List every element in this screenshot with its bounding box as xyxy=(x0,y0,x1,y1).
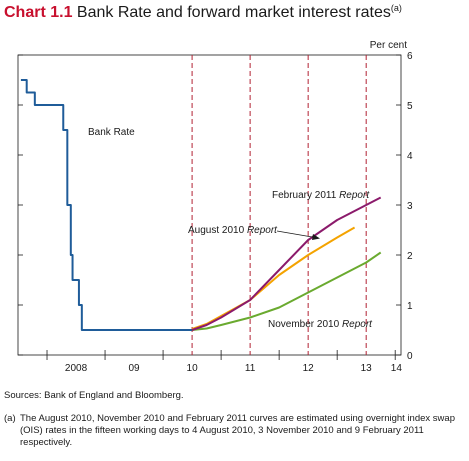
series-line-august-2010-report xyxy=(191,226,356,330)
x-tick-label-1: 09 xyxy=(128,363,140,374)
series-line-november-2010-report xyxy=(191,251,382,331)
series-lines xyxy=(20,79,382,331)
label-february-2011: February 2011 Report xyxy=(272,190,370,201)
plot-area xyxy=(17,54,402,356)
x-tick-label-6: 14 xyxy=(391,363,403,374)
series-line-february-2011-report xyxy=(191,196,382,331)
label-november-2010: November 2010 Report xyxy=(268,319,373,330)
august-label-pointer xyxy=(276,230,319,239)
x-tick-label-4: 12 xyxy=(303,363,315,374)
y-tick-label-4: 4 xyxy=(407,151,413,162)
footnote-text: The August 2010, November 2010 and Febru… xyxy=(20,413,455,448)
x-tick-label-5: 13 xyxy=(361,363,373,374)
x-tick-label-2: 10 xyxy=(187,363,199,374)
y-tick-label-0: 0 xyxy=(407,351,413,362)
y-tick-label-5: 5 xyxy=(407,101,413,112)
y-axis-label: Per cent xyxy=(370,40,407,51)
x-tick-label-0: 2008 xyxy=(65,363,88,374)
label-august-2010: August 2010 Report xyxy=(188,225,278,236)
series-line-bank-rate xyxy=(20,79,193,331)
chart-title: Chart 1.1 Bank Rate and forward market i… xyxy=(4,3,402,22)
sources-note: Sources: Bank of England and Bloomberg. xyxy=(4,390,184,401)
footnote-marker: (a) xyxy=(4,413,16,424)
x-axis: 2008 09 10 11 12 13 14 xyxy=(46,350,403,374)
chart-number: Chart 1.1 xyxy=(4,4,73,21)
forecast-dividers xyxy=(191,55,367,355)
x-tick-label-3: 11 xyxy=(245,363,256,374)
y-tick-label-6: 6 xyxy=(407,51,413,62)
y-tick-label-2: 2 xyxy=(407,251,413,262)
y-tick-label-3: 3 xyxy=(407,201,413,212)
august-label-arrowhead xyxy=(312,234,320,240)
label-bank-rate: Bank Rate xyxy=(88,127,135,138)
y-tick-label-1: 1 xyxy=(407,301,413,312)
title-footnote-marker: (a) xyxy=(390,3,402,13)
chart-title-text: Bank Rate and forward market interest ra… xyxy=(76,4,391,21)
y-axis: 0 1 2 3 4 5 6 xyxy=(18,51,413,362)
footnote: (a) The August 2010, November 2010 and Fe… xyxy=(4,413,466,449)
